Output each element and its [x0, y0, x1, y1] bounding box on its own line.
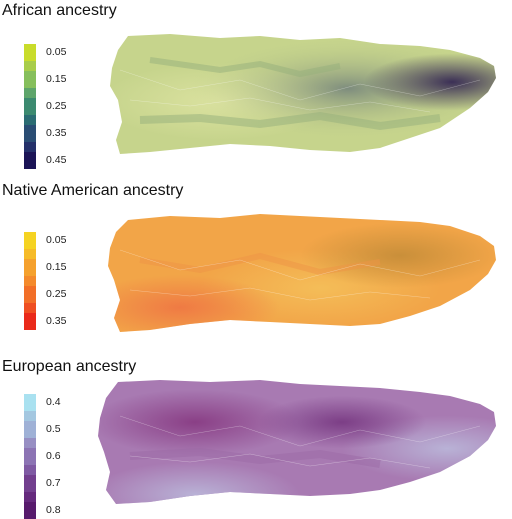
puerto-rico-map-native-american: [108, 214, 496, 332]
legend-label: 0.15: [46, 261, 67, 273]
legend-label: 0.6: [46, 450, 61, 462]
legend-swatch: [24, 44, 36, 61]
legend-swatch: [24, 411, 36, 421]
legend-label: 0.05: [46, 234, 67, 246]
legend-label: 0.25: [46, 100, 67, 112]
legend-swatch: [24, 61, 36, 71]
legend-swatch: [24, 142, 36, 152]
legend-swatch: [24, 421, 36, 438]
legend-label: 0.35: [46, 127, 67, 139]
african-ancestry-panel: African ancestry 0.05 0.15 0.25 0.35 0.4…: [0, 0, 512, 170]
legend-swatch: [24, 313, 36, 330]
legend-swatch: [24, 88, 36, 98]
puerto-rico-map-african: [110, 34, 496, 154]
legend-swatch: [24, 394, 36, 411]
european-ancestry-panel: European ancestry 0.4 0.5 0.6 0.7 0.8: [0, 356, 512, 519]
puerto-rico-map-european: [98, 380, 496, 504]
legend-label: 0.45: [46, 154, 67, 166]
legend-swatch: [24, 71, 36, 88]
legend-label: 0.35: [46, 315, 67, 327]
legend-swatch: [24, 152, 36, 169]
map-fill: [98, 380, 496, 504]
map-fill: [108, 214, 496, 332]
legend-swatch: [24, 249, 36, 259]
legend-label: 0.5: [46, 423, 61, 435]
legend-swatch: [24, 125, 36, 142]
panel-title: Native American ancestry: [2, 182, 184, 199]
legend-swatch: [24, 303, 36, 313]
legend-swatch: [24, 98, 36, 115]
legend-swatch: [24, 115, 36, 125]
legend-swatch: [24, 259, 36, 276]
legend-swatch: [24, 276, 36, 286]
legend-swatch: [24, 232, 36, 249]
map-fill: [110, 34, 496, 154]
legend-label: 0.05: [46, 46, 67, 58]
legend-swatch: [24, 465, 36, 475]
legend-label: 0.15: [46, 73, 67, 85]
panel-title: African ancestry: [2, 2, 117, 19]
legend-swatch: [24, 475, 36, 492]
legend-swatch: [24, 492, 36, 502]
legend-swatch: [24, 448, 36, 465]
legend-label: 0.25: [46, 288, 67, 300]
legend-label: 0.4: [46, 396, 61, 408]
legend-label: 0.7: [46, 477, 61, 489]
legend-swatch: [24, 438, 36, 448]
panel-title: European ancestry: [2, 358, 137, 375]
native-american-ancestry-panel: Native American ancestry 0.05 0.15 0.25 …: [0, 180, 512, 348]
legend-swatch: [24, 286, 36, 303]
